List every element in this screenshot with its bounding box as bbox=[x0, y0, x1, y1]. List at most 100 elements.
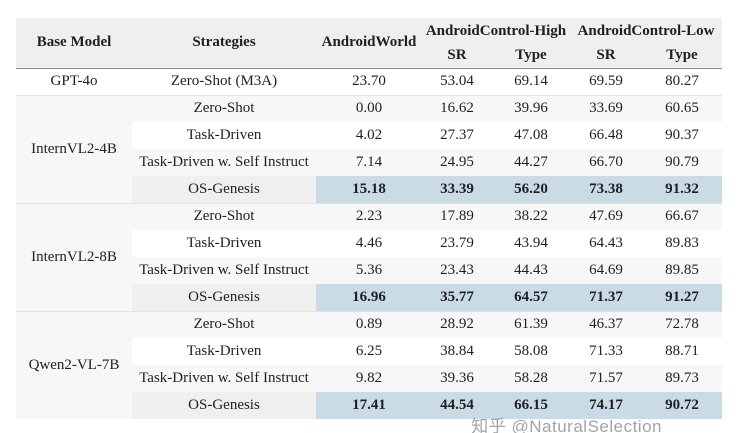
header-androidworld: AndroidWorld bbox=[316, 18, 422, 69]
metric-value-cell: 69.14 bbox=[514, 73, 548, 89]
metric-value-cell: 91.27 bbox=[642, 284, 723, 311]
metric-value-cell: 5.36 bbox=[316, 257, 422, 284]
metric-value-cell: 0.00 bbox=[316, 94, 422, 122]
table-row: Qwen2-VL-7B Zero-Shot 0.89 28.92 61.39 46.37 7… bbox=[16, 310, 723, 419]
metric-value-cell: 28.92 bbox=[422, 310, 492, 338]
metric-value-cell: 6.25 bbox=[355, 343, 383, 359]
strategy-cell: Zero-Shot (M3A) bbox=[170, 73, 278, 89]
metric-value-cell: 17.89 bbox=[422, 202, 492, 230]
metric-value-cell: 16.96 bbox=[316, 284, 422, 311]
base-model-cell: Qwen2-VL-7B bbox=[16, 310, 132, 419]
metric-value-cell: 16.62 bbox=[422, 94, 492, 122]
metric-value-cell: 43.94 bbox=[514, 235, 548, 251]
strategy-cell: Task-Driven w. Self Instruct bbox=[132, 365, 316, 392]
header-sr-low: SR bbox=[570, 44, 642, 69]
metric-value-cell: 72.78 bbox=[642, 310, 723, 338]
base-model-cell: InternVL2-4B bbox=[16, 94, 132, 203]
metric-value-cell: 46.37 bbox=[570, 310, 642, 338]
strategy-cell: Zero-Shot bbox=[132, 94, 316, 122]
metric-value-cell: 33.69 bbox=[570, 94, 642, 122]
metric-value-cell: 66.48 bbox=[589, 127, 623, 143]
strategy-cell: Task-Driven w. Self Instruct bbox=[132, 257, 316, 284]
header-type-high: Type bbox=[492, 44, 570, 69]
metric-value-cell: 38.22 bbox=[492, 202, 570, 230]
metric-value-cell: 24.95 bbox=[422, 149, 492, 176]
metric-value-cell: 39.36 bbox=[422, 365, 492, 392]
table-row: Task-Driven w. Self Instruct 5.36 23.43 44.… bbox=[16, 257, 723, 284]
strategy-cell: OS-Genesis bbox=[132, 392, 316, 419]
strategy-cell: Task-Driven bbox=[186, 127, 262, 143]
table-row: OS-Genesis 17.41 44.54 66.15 74.17 90.72 bbox=[16, 392, 723, 419]
metric-value-cell: 90.79 bbox=[642, 149, 723, 176]
metric-value-cell: 91.32 bbox=[642, 176, 723, 203]
metric-value-cell: 47.69 bbox=[570, 202, 642, 230]
metric-value-cell: 23.43 bbox=[422, 257, 492, 284]
metric-value-cell: 35.77 bbox=[422, 284, 492, 311]
metric-value-cell: 47.08 bbox=[514, 127, 548, 143]
metric-value-cell: 23.79 bbox=[440, 235, 474, 251]
metric-value-cell: 23.70 bbox=[352, 73, 386, 89]
header-strategies: Strategies bbox=[132, 18, 316, 69]
page: Base Model Strategies AndroidWorld Andro… bbox=[0, 18, 738, 433]
metric-value-cell: 56.20 bbox=[492, 176, 570, 203]
strategy-cell: Zero-Shot bbox=[132, 310, 316, 338]
metric-value-cell: 9.82 bbox=[316, 365, 422, 392]
metric-value-cell: 66.15 bbox=[492, 392, 570, 419]
table-row: Task-Driven 6.25 38.84 58.08 71.33 88.71 bbox=[16, 338, 722, 365]
metric-value-cell: 89.85 bbox=[642, 257, 723, 284]
base-model-cell: InternVL2-8B bbox=[16, 202, 132, 311]
table-header: Base Model Strategies AndroidWorld Andro… bbox=[16, 18, 723, 69]
metric-value-cell: 71.33 bbox=[589, 343, 623, 359]
metric-value-cell: 64.57 bbox=[492, 284, 570, 311]
table-row: Task-Driven w. Self Instruct 7.14 24.95 44.… bbox=[16, 149, 723, 176]
metric-value-cell: 53.04 bbox=[440, 73, 474, 89]
table-row: InternVL2-8B Zero-Shot 2.23 17.89 38.22 47.69… bbox=[16, 202, 723, 311]
metric-value-cell: 27.37 bbox=[440, 127, 474, 143]
strategy-cell: OS-Genesis bbox=[132, 284, 316, 311]
metric-value-cell: 58.28 bbox=[492, 365, 570, 392]
table-row: GPT-4o Zero-Shot (M3A) 23.70 53.04 69.14 69.5… bbox=[16, 68, 722, 95]
metric-value-cell: 61.39 bbox=[492, 310, 570, 338]
header-sr-high: SR bbox=[422, 44, 492, 69]
metric-value-cell: 89.73 bbox=[642, 365, 723, 392]
metric-value-cell: 7.14 bbox=[316, 149, 422, 176]
table-row: InternVL2-4B Zero-Shot 0.00 16.62 39.96 33.69… bbox=[16, 94, 723, 203]
table-row: Task-Driven w. Self Instruct 9.82 39.36 58.… bbox=[16, 365, 723, 392]
metric-value-cell: 58.08 bbox=[514, 343, 548, 359]
metric-value-cell: 74.17 bbox=[570, 392, 642, 419]
metric-value-cell: 71.37 bbox=[570, 284, 642, 311]
table-body: GPT-4o Zero-Shot (M3A) 23.70 53.04 69.14 69.5… bbox=[16, 68, 723, 419]
metric-value-cell: 60.65 bbox=[642, 94, 723, 122]
strategy-cell: Zero-Shot bbox=[132, 202, 316, 230]
metric-value-cell: 39.96 bbox=[492, 94, 570, 122]
metric-value-cell: 44.54 bbox=[422, 392, 492, 419]
header-androidcontrol-low: AndroidControl-Low bbox=[570, 18, 723, 44]
metric-value-cell: 38.84 bbox=[440, 343, 474, 359]
metric-value-cell: 90.37 bbox=[665, 127, 699, 143]
table-row: Task-Driven 4.46 23.79 43.94 64.43 89.83 bbox=[16, 230, 722, 257]
metric-value-cell: 69.59 bbox=[589, 73, 623, 89]
metric-value-cell: 15.18 bbox=[316, 176, 422, 203]
metric-value-cell: 17.41 bbox=[316, 392, 422, 419]
metric-value-cell: 64.43 bbox=[589, 235, 623, 251]
metric-value-cell: 66.67 bbox=[642, 202, 723, 230]
header-androidcontrol-high: AndroidControl-High bbox=[422, 18, 570, 44]
results-table: Base Model Strategies AndroidWorld Andro… bbox=[16, 18, 723, 419]
header-base-model: Base Model bbox=[16, 18, 132, 69]
metric-value-cell: 71.57 bbox=[570, 365, 642, 392]
strategy-cell: Task-Driven bbox=[186, 343, 262, 359]
metric-value-cell: 44.43 bbox=[492, 257, 570, 284]
metric-value-cell: 80.27 bbox=[665, 73, 699, 89]
metric-value-cell: 89.83 bbox=[665, 235, 699, 251]
metric-value-cell: 90.72 bbox=[642, 392, 723, 419]
strategy-cell: OS-Genesis bbox=[132, 176, 316, 203]
metric-value-cell: 66.70 bbox=[570, 149, 642, 176]
strategy-cell: Task-Driven bbox=[186, 235, 262, 251]
base-model-cell: GPT-4o bbox=[16, 68, 132, 95]
table-row: OS-Genesis 15.18 33.39 56.20 73.38 91.32 bbox=[16, 176, 723, 203]
table-row: Task-Driven 4.02 27.37 47.08 66.48 90.37 bbox=[16, 122, 722, 149]
table-row: OS-Genesis 16.96 35.77 64.57 71.37 91.27 bbox=[16, 284, 723, 311]
header-type-low: Type bbox=[642, 44, 723, 69]
metric-value-cell: 73.38 bbox=[570, 176, 642, 203]
strategy-cell: Task-Driven w. Self Instruct bbox=[132, 149, 316, 176]
